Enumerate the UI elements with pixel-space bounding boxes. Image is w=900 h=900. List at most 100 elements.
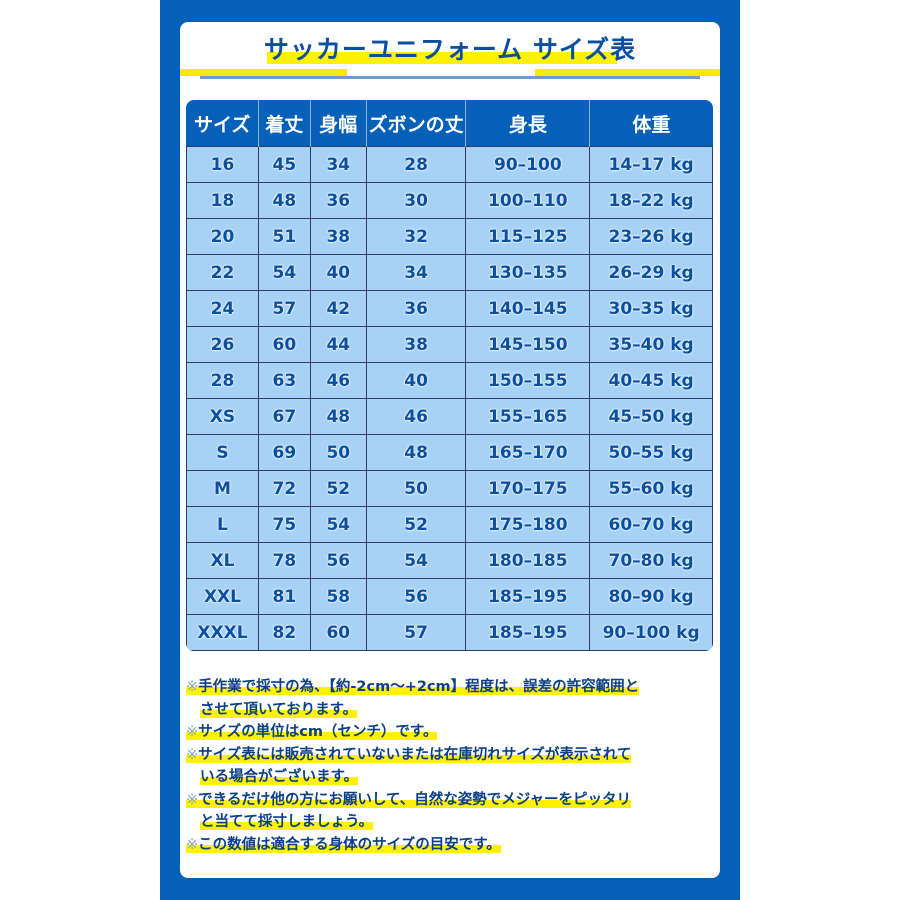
note-line: ※サイズ表には販売されていないまたは在庫切れサイズが表示されて (186, 744, 716, 767)
table-cell: 34 (365, 254, 467, 291)
table-row: 22 54 40 34 130–135 26–29 kg (186, 254, 713, 291)
table-cell: 51 (257, 218, 311, 255)
table-cell: 57 (257, 290, 311, 327)
table-cell: 52 (309, 470, 367, 507)
table-row: 20 51 38 32 115–125 23–26 kg (186, 218, 713, 255)
table-cell: 26–29 kg (589, 254, 713, 291)
table-cell: 54 (365, 542, 467, 579)
table-cell: 63 (257, 362, 311, 399)
table-cell: 165–170 (465, 434, 591, 471)
table-cell: 155–165 (465, 398, 591, 435)
table-cell: 55–60 kg (589, 470, 713, 507)
table-cell: 175–180 (465, 506, 591, 543)
table-cell: 48 (257, 182, 311, 219)
table-cell: 82 (257, 614, 311, 651)
table-cell: 60 (257, 326, 311, 363)
table-row: 28 63 46 40 150–155 40–45 kg (186, 362, 713, 399)
header-row: サイズ 着丈 身幅 ズボンの丈 身長 体重 (186, 100, 713, 147)
table-cell: 50–55 kg (589, 434, 713, 471)
table-cell: 170–175 (465, 470, 591, 507)
note-text: いる場合がございます。 (200, 769, 359, 785)
note-text: 手作業で採寸の為、【約-2cm～+2cm】程度は、誤差の許容範囲と (198, 679, 640, 695)
table-cell: 40 (309, 254, 367, 291)
table-cell: 40–45 kg (589, 362, 713, 399)
table-cell: 50 (309, 434, 367, 471)
table-cell: 150–155 (465, 362, 591, 399)
note-mark: ※ (186, 791, 199, 808)
note-mark: ※ (186, 746, 199, 763)
note-text: させて頂いております。 (200, 701, 358, 718)
table-cell: 78 (257, 542, 311, 579)
table-row: XXL 81 58 56 185–195 80–90 kg (186, 578, 713, 615)
table-cell: 69 (257, 434, 311, 471)
table-cell: 30 (365, 182, 467, 219)
table-cell: 35–40 kg (589, 326, 713, 363)
note-line: いる場合がございます。 (186, 766, 716, 789)
table-cell: 185–195 (465, 614, 591, 651)
table-cell: 45–50 kg (589, 398, 713, 435)
table-cell: 60–70 kg (589, 506, 713, 543)
table-cell: 48 (365, 434, 467, 471)
table-cell: 67 (257, 398, 311, 435)
title-highlight (267, 52, 617, 64)
table-row: XS 67 48 46 155–165 45–50 kg (186, 398, 713, 435)
table-cell: 57 (365, 614, 467, 651)
page-title: サッカーユニフォーム サイズ表 (263, 35, 637, 64)
table-cell: 38 (365, 326, 467, 363)
table-cell: 32 (365, 218, 467, 255)
table-cell: 36 (365, 290, 467, 327)
note-text: できるだけ他の方にお願いして、自然な姿勢でメジャーをピッタリ (198, 791, 631, 808)
table-cell: 30–35 kg (589, 290, 713, 327)
column-header: 身幅 (310, 100, 367, 147)
table-row: 26 60 44 38 145–150 35–40 kg (186, 326, 713, 363)
table-cell: 50 (365, 470, 467, 507)
table-row: XXXL 82 60 57 185–195 90–100 kg (186, 614, 713, 651)
note-text: サイズ表には販売されていないまたは在庫切れサイズが表示されて (198, 746, 632, 763)
note-line: と当てて採寸しましょう。 (186, 811, 716, 834)
table-cell: 52 (365, 506, 467, 543)
table-cell: 38 (309, 218, 367, 255)
column-header: サイズ (186, 100, 259, 147)
table-cell: 34 (309, 146, 367, 183)
table-cell: 54 (257, 254, 311, 291)
table-cell: 42 (309, 290, 367, 327)
table-cell: 70–80 kg (589, 542, 713, 579)
table-cell: XS (186, 398, 259, 435)
table-row: S 69 50 48 165–170 50–55 kg (186, 434, 713, 471)
note-text: サイズの単位はcm（センチ）です。 (198, 724, 438, 740)
table-row: 24 57 42 36 140–145 30–35 kg (186, 290, 713, 327)
table-cell: 90–100 kg (589, 614, 713, 651)
note-line: ※できるだけ他の方にお願いして、自然な姿勢でメジャーをピッタリ (186, 789, 716, 812)
table-cell: 22 (186, 254, 259, 291)
note-line: ※サイズの単位はcm（センチ）です。 (186, 721, 716, 744)
table-cell: 56 (365, 578, 467, 615)
column-header: 着丈 (258, 100, 311, 147)
table-cell: 44 (309, 326, 367, 363)
table-cell: 20 (186, 218, 259, 255)
note-mark: ※ (186, 836, 199, 853)
table-cell: 28 (365, 146, 467, 183)
table-cell: 81 (257, 578, 311, 615)
table-cell: 130–135 (465, 254, 591, 291)
size-table: サイズ 着丈 身幅 ズボンの丈 身長 体重 16 45 34 28 90–100 14–17 kg 1… (186, 100, 713, 651)
table-cell: 18 (186, 182, 259, 219)
table-cell: 36 (309, 182, 367, 219)
table-cell: 23–26 kg (589, 218, 713, 255)
table-cell: XXL (186, 578, 259, 615)
table-cell: 75 (257, 506, 311, 543)
table-cell: 16 (186, 146, 259, 183)
table-row: 18 48 36 30 100–110 18–22 kg (186, 182, 713, 219)
table-cell: 28 (186, 362, 259, 399)
note-line: ※この数値は適合する身体のサイズの目安です。 (186, 834, 716, 857)
table-cell: XL (186, 542, 259, 579)
table-cell: 24 (186, 290, 259, 327)
table-cell: 145–150 (465, 326, 591, 363)
table-row: XL 78 56 54 180–185 70–80 kg (186, 542, 713, 579)
note-text: この数値は適合する身体のサイズの目安です。 (198, 836, 501, 853)
table-cell: 180–185 (465, 542, 591, 579)
note-line: させて頂いております。 (186, 699, 716, 722)
table-row: M 72 52 50 170–175 55–60 kg (186, 470, 713, 507)
title-underline-right (535, 69, 720, 76)
table-row: 16 45 34 28 90–100 14–17 kg (186, 146, 713, 183)
table-cell: S (186, 434, 259, 471)
